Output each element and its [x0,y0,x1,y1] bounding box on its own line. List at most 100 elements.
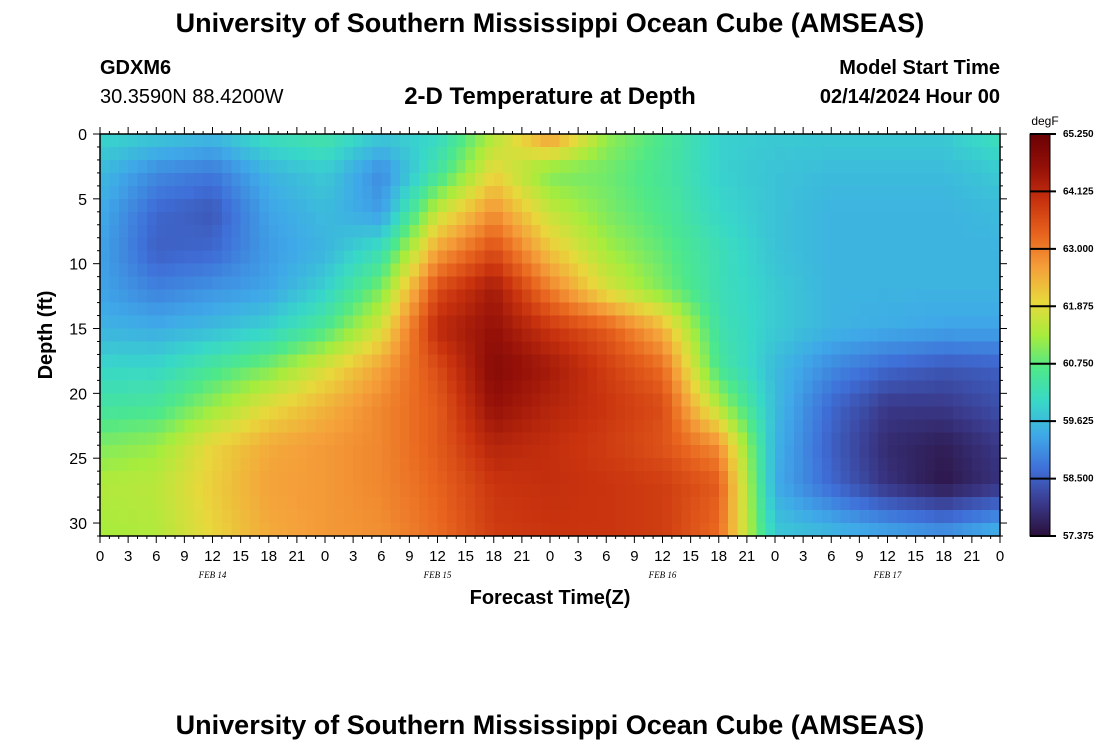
heat-cell [259,341,270,356]
heat-cell [175,354,185,369]
heat-cell [934,484,945,498]
heat-cell [465,211,476,226]
heat-cell [503,211,514,226]
heat-cell [325,380,335,394]
heat-cell [840,484,851,498]
heat-cell [493,302,504,317]
heat-cell [587,367,598,381]
heat-cell [671,159,682,174]
heat-cell [934,315,945,330]
heat-cell [334,432,345,446]
heat-cell [296,250,307,265]
heat-cell [503,263,514,278]
heat-cell [278,419,289,433]
x-day-label: FEB 16 [648,570,677,580]
heat-cell [906,328,917,343]
heat-cell [606,419,617,433]
heat-cell [221,276,232,291]
heat-cell [690,471,701,485]
heat-cell [128,393,139,407]
heat-cell [671,406,682,420]
heat-cell [887,497,898,511]
heat-cell [700,328,710,343]
heat-cell [456,406,467,420]
heat-cell [690,328,701,343]
heat-cell [878,276,889,291]
heat-cell [409,406,420,420]
heat-cell [765,159,776,174]
heat-cell [681,432,692,446]
heat-cell [662,250,673,265]
heat-cell [615,159,626,174]
heat-cell [587,523,598,537]
heat-cell [878,237,889,252]
heat-cell [109,367,120,381]
heat-cell [221,523,232,537]
heat-cell [493,497,504,511]
heat-cell [146,276,157,291]
heat-cell [878,328,889,343]
heat-cell [906,497,917,511]
heat-cell [521,419,532,433]
heat-cell [137,497,148,511]
heat-cell [418,510,429,524]
heat-cell [990,198,1001,213]
heat-cell [259,185,270,200]
x-day-label: FEB 15 [423,570,452,580]
heat-cell [503,380,514,394]
heat-cell [578,315,589,330]
heat-cell [625,432,635,446]
heat-cell [934,419,945,433]
heat-cell [812,159,823,174]
heat-cell [812,276,823,291]
heat-cell [475,393,485,407]
heat-cell [503,185,514,200]
heat-cell [775,237,785,252]
heat-cell [475,471,485,485]
heat-cell [296,302,307,317]
heat-cell [568,393,579,407]
heat-cell [578,406,589,420]
heat-cell [718,237,729,252]
heat-cell [100,341,110,356]
heat-cell [381,432,392,446]
heat-cell [193,198,204,213]
heat-cell [240,510,251,524]
heat-cell [100,315,110,330]
heat-cell [662,458,673,472]
colorbar-tick-label: 65.250 [1063,129,1094,140]
heat-cell [250,211,260,226]
heat-cell [653,315,664,330]
heat-cell [287,484,298,498]
heat-cell [325,523,335,537]
heat-cell [934,523,945,537]
heat-cell [259,302,270,317]
heat-cell [146,341,157,356]
heat-cell [606,263,617,278]
heat-cell [437,159,448,174]
heat-cell [606,302,617,317]
heat-cell [962,211,973,226]
heat-cell [278,263,289,278]
heat-cell [671,458,682,472]
heat-cell [334,211,345,226]
heat-cell [690,276,701,291]
heat-cell [868,341,879,356]
heat-cell [128,354,139,369]
heat-cell [878,523,889,537]
heat-cell [653,380,664,394]
heat-cell [390,341,401,356]
heat-cell [887,393,898,407]
heat-cell [212,250,223,265]
heat-cell [625,484,635,498]
heat-cell [662,237,673,252]
heat-cell [315,263,326,278]
heat-cell [831,315,842,330]
heat-cell [681,263,692,278]
heat-cell [784,302,795,317]
heat-cell [681,328,692,343]
heat-cell [475,302,485,317]
heat-cell [812,406,823,420]
heat-cell [784,523,795,537]
heat-cell [531,250,542,265]
